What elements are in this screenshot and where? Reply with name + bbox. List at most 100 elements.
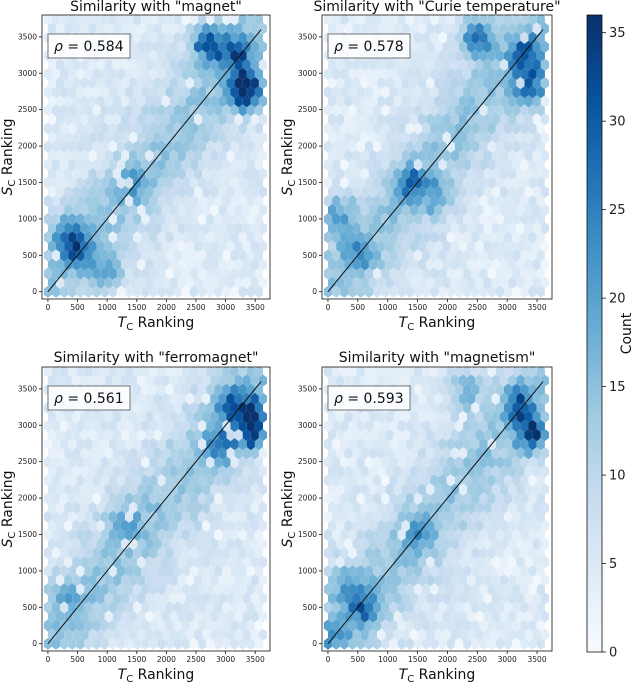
- hex-cell: [426, 374, 435, 387]
- hex-cell: [413, 231, 423, 244]
- hex-cell: [222, 213, 231, 226]
- hex-cell: [491, 77, 500, 90]
- hex-cell: [133, 67, 142, 80]
- hex-cell: [137, 610, 146, 623]
- hex-cell: [397, 231, 406, 244]
- hex-cell: [72, 501, 81, 514]
- hex-cell: [442, 574, 451, 587]
- hex-cell: [100, 528, 109, 541]
- hex-cell: [149, 619, 158, 632]
- hex-cell: [125, 15, 134, 26]
- hex-cell: [250, 131, 259, 144]
- hex-cell: [210, 556, 219, 569]
- hex-cell: [173, 510, 182, 523]
- hex-cell: [495, 31, 504, 44]
- hex-cell: [459, 113, 468, 126]
- hex-cell: [68, 546, 77, 559]
- hex-cell: [141, 176, 150, 189]
- hex-cell: [508, 77, 517, 90]
- hex-cell: [385, 592, 394, 605]
- hex-cell: [328, 556, 337, 569]
- hex-cell: [47, 258, 56, 271]
- hex-cell: [508, 410, 517, 423]
- hex-cell: [467, 40, 476, 53]
- hex-cell: [246, 546, 255, 559]
- hex-cell: [96, 113, 105, 126]
- hex-cell: [173, 140, 182, 153]
- x-tick-label: 3000: [216, 303, 235, 312]
- hex-cell: [540, 465, 549, 478]
- hex-cell: [442, 276, 451, 289]
- hex-cell: [495, 456, 504, 469]
- hex-cell: [76, 637, 85, 650]
- hex-cell: [100, 619, 109, 632]
- hex-cell: [540, 258, 549, 271]
- hex-cell: [43, 619, 52, 632]
- hex-cell: [177, 40, 186, 53]
- hex-cell: [340, 367, 349, 378]
- hex-cell: [442, 447, 451, 460]
- hex-cell: [532, 222, 541, 235]
- hex-cell: [56, 465, 65, 478]
- hex-cell: [405, 158, 414, 171]
- hex-cell: [434, 628, 443, 641]
- hex-cell: [185, 222, 194, 235]
- hex-cell: [218, 222, 227, 235]
- hex-cell: [96, 374, 105, 387]
- hex-cell: [418, 22, 427, 35]
- hex-cell: [60, 104, 69, 117]
- hex-cell: [413, 510, 423, 523]
- hex-cell: [52, 438, 61, 451]
- hex-cell: [137, 374, 146, 387]
- hex-cell: [344, 77, 353, 90]
- hex-cell: [129, 40, 138, 53]
- hex-cell: [157, 401, 166, 414]
- hex-cell: [96, 58, 105, 71]
- hex-cell: [377, 167, 386, 180]
- hex-cell: [368, 574, 378, 587]
- hex-cell: [450, 592, 459, 605]
- hex-cell: [467, 410, 476, 423]
- hex-cell: [104, 276, 113, 289]
- hex-cell: [129, 392, 138, 405]
- hex-cell: [516, 501, 525, 514]
- hex-cell: [173, 492, 182, 505]
- hex-cell: [483, 222, 492, 235]
- hex-cell: [532, 429, 541, 442]
- hex-cell: [540, 537, 549, 550]
- hex-cell: [108, 474, 117, 487]
- hex-cell: [258, 77, 267, 90]
- hex-cell: [356, 86, 365, 99]
- hex-cell: [467, 465, 476, 478]
- hex-cell: [540, 222, 549, 235]
- hex-cell: [189, 583, 199, 596]
- hex-cell: [536, 419, 545, 432]
- hex-cell: [504, 456, 513, 469]
- hex-cell: [145, 374, 154, 387]
- hex-cell: [64, 95, 73, 108]
- hex-cell: [491, 610, 500, 623]
- hex-cell: [373, 15, 382, 26]
- hex-cell: [450, 95, 459, 108]
- hex-cell: [165, 158, 174, 171]
- hex-cell: [364, 474, 373, 487]
- hex-cell: [352, 113, 361, 126]
- hex-cell: [242, 276, 251, 289]
- hex-cell: [459, 410, 468, 423]
- hex-cell: [230, 583, 239, 596]
- hex-cell: [125, 601, 134, 614]
- hex-cell: [352, 185, 361, 198]
- hex-cell: [491, 131, 500, 144]
- hex-cell: [64, 537, 73, 550]
- hex-cell: [454, 367, 464, 378]
- hex-cell: [254, 546, 263, 559]
- hex-cell: [198, 285, 207, 298]
- hex-cell: [80, 501, 89, 514]
- hex-cell: [238, 231, 247, 244]
- hex-cell: [153, 167, 162, 180]
- hex-cell: [116, 231, 125, 244]
- hex-cell: [540, 392, 549, 405]
- hex-cell: [84, 474, 93, 487]
- hex-cell: [206, 285, 215, 298]
- hex-cell: [540, 77, 549, 90]
